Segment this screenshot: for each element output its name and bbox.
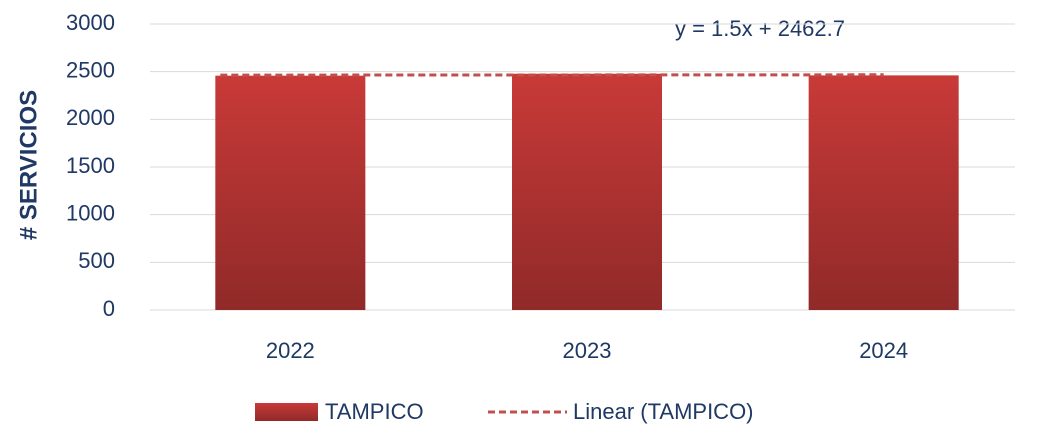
bar-shade: [512, 73, 662, 310]
y-tick-label: 2000: [66, 105, 115, 130]
y-tick-label: 1500: [66, 153, 115, 178]
legend-label: TAMPICO: [325, 399, 424, 424]
x-tick-label: 2022: [266, 338, 315, 363]
legend-swatch-shade: [255, 403, 318, 421]
y-tick-label: 0: [103, 296, 115, 321]
y-axis-label: # SERVICIOS: [15, 90, 42, 240]
x-tick-label: 2023: [563, 338, 612, 363]
bar-shade: [808, 75, 959, 310]
bar-shade: [215, 75, 366, 310]
y-tick-label: 500: [78, 248, 115, 273]
y-tick-label: 2500: [66, 57, 115, 82]
trendline-equation: y = 1.5x + 2462.7: [675, 16, 845, 41]
y-tick-label: 3000: [66, 10, 115, 35]
x-tick-label: 2024: [859, 338, 908, 363]
legend-label: Linear (TAMPICO): [573, 399, 754, 424]
y-tick-label: 1000: [66, 200, 115, 225]
